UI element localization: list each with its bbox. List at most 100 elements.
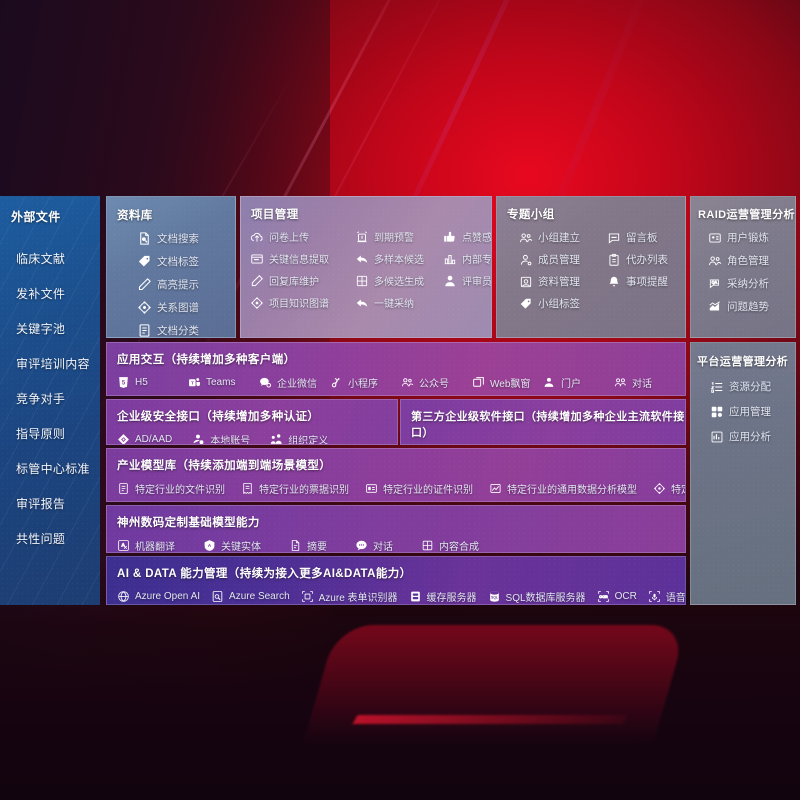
platform-item-resource-allocation[interactable]: 资源分配 [710,379,795,394]
aidata-item-cache-server[interactable]: 缓存服务器 [409,589,477,604]
industry-title: 产业模型库（持续添加端到端场景模型） [117,460,332,472]
basemodel-item-summary[interactable]: 摘要 [289,538,327,552]
graph-network-icon [653,482,666,495]
project-item-label: 多候选生成 [374,277,424,288]
group-item-member-management[interactable]: 成员管理 [519,252,607,267]
aidata-item-speech-understanding[interactable]: 语音理解 [648,589,685,604]
raid-item-label: 角色管理 [727,255,769,267]
group-item-event-reminder[interactable]: 事项提醒 [607,274,685,289]
sidebar-item-competitors[interactable]: 竞争对手 [16,392,66,406]
people-group-icon [519,231,533,245]
library-item-highlight-hint[interactable]: 高亮提示 [137,277,235,292]
bar-chart-icon [443,252,457,266]
interaction-item-h5[interactable]: 5 H5 [117,376,188,389]
raid-item-label: 用户锻炼 [727,232,769,244]
project-item-multi-sample-candidate[interactable]: 多样本候选 [355,251,443,266]
project-item-reply-library-maintain[interactable]: 回复库维护 [250,273,355,288]
basemodel-item-dialog[interactable]: 对话 [355,538,393,552]
raid-item-role-management[interactable]: 角色管理 [708,253,795,268]
project-item-internal-expert-rank[interactable]: 内部专家排名 [443,251,491,266]
sidebar-item-review-report[interactable]: 审评报告 [16,497,66,511]
translate-icon: A [117,539,130,552]
industry-item-id-recognition[interactable]: 特定行业的证件识别 [365,481,473,496]
aidata-item-label: Azure Open AI [135,591,201,602]
security-item-local-account[interactable]: 本地账号 [192,432,250,444]
project-item-multi-candidate-generate[interactable]: 多候选生成 [355,273,443,288]
industry-item-receipt-recognition[interactable]: 特定行业的票据识别 [241,481,349,496]
project-item-label: 问卷上传 [269,233,309,244]
svg-text:A: A [208,543,212,549]
sidebar-item-common-issues[interactable]: 共性问题 [16,532,66,546]
group-item-message-board[interactable]: 留言板 [607,230,685,245]
project-item-label: 项目知识图谱 [269,299,329,310]
industry-item-knowledge-graph-model[interactable]: 特定行业的通用知识图谱模型 [653,481,685,496]
security-item-ad-aad[interactable]: AD/AAD [117,433,172,444]
sidebar-item-keyword-pool[interactable]: 关键字池 [16,322,66,336]
library-item-relation-graph[interactable]: 关系图谱 [137,300,235,315]
sidebar-item-standards-center[interactable]: 标管中心标准 [16,462,90,476]
interaction-item-portal[interactable]: 门户 [543,375,614,390]
sidebar-external-files: 外部文件 临床文献 发补文件 关键字池 审评培训内容 竞争对手 指导原则 标管中… [0,196,100,605]
library-item-document-category[interactable]: 文档分类 [137,323,235,337]
basemodel-item-key-entity[interactable]: A 关键实体 [203,538,261,552]
raid-item-user-training[interactable]: 用户锻炼 [708,230,795,245]
sidebar-item-guidelines[interactable]: 指导原则 [16,427,66,441]
id-recognition-icon [365,482,378,495]
entity-shield-icon: A [203,539,216,552]
aidata-item-form-recognizer[interactable]: Azure 表单识别器 [301,589,398,604]
basemodel-item-content-synthesis[interactable]: 内容合成 [421,538,479,552]
interaction-item-teams[interactable]: T Teams [188,376,259,389]
raid-item-label: 问题趋势 [727,301,769,313]
project-item-due-alert[interactable]: 到期预警 [355,229,443,244]
basemodel-item-machine-translation[interactable]: A 机器翻译 [117,538,175,552]
group-item-material-management[interactable]: 资料管理 [519,274,607,289]
project-item-one-click-adopt[interactable]: 一键采纳 [355,295,443,310]
interaction-item-mini-program[interactable]: 小程序 [330,375,401,390]
raid-title: RAID运营管理分析 [698,209,795,221]
project-item-key-info-extract[interactable]: 关键信息提取 [250,251,355,266]
chat-bubble-icon [355,539,368,552]
aidata-item-ocr[interactable]: OCR OCR [597,590,637,603]
background-glow-bar [352,715,628,724]
raid-item-label: 采纳分析 [727,278,769,290]
security-item-organization-definition[interactable]: 组织定义 [270,432,328,444]
project-grid: 问卷上传 到期预警 点赞感谢 关键信息提取 多样本候选 内部专家排名 [250,229,491,310]
sidebar-item-supplement-docs[interactable]: 发补文件 [16,287,66,301]
project-item-label: 到期预警 [374,233,414,244]
panel-industry-model-library: 产业模型库（持续添加端到端场景模型） 特定行业的文件识别 特定行业的票据识别 特… [106,448,686,502]
project-item-questionnaire-upload[interactable]: 问卷上传 [250,229,355,244]
interaction-item-wechat-work[interactable]: 企业微信 [259,375,330,390]
interaction-item-dialog[interactable]: 对话 [614,375,685,390]
platform-item-app-analysis[interactable]: 应用分析 [710,429,795,444]
speech-icon [648,590,661,603]
raid-item-adoption-analysis[interactable]: QA 采纳分析 [708,276,795,291]
library-item-document-search[interactable]: 文档搜索 [137,231,235,246]
project-item-project-knowledge-graph[interactable]: 项目知识图谱 [250,295,355,310]
industry-item-data-analysis-model[interactable]: 特定行业的通用数据分析模型 [489,481,637,496]
panel-thirdparty-interface: 第三方企业级软件接口（持续增加多种企业主流软件接口） API自动化设计器 [400,399,686,445]
platform-item-app-management[interactable]: 应用管理 [710,404,795,419]
project-item-reviewer-portrait[interactable]: 评审员画像 [443,273,491,288]
group-item-label: 小组建立 [538,232,580,244]
sidebar-item-clinical-literature[interactable]: 临床文献 [16,252,66,266]
aidata-item-azure-search[interactable]: Azure Search [211,590,290,603]
aidata-item-label: SQL数据库服务器 [505,593,586,604]
sidebar-item-review-training[interactable]: 审评培训内容 [16,357,90,371]
group-item-group-tag[interactable]: 小组标签 [519,296,607,311]
library-item-document-tag[interactable]: 文档标签 [137,254,235,269]
raid-item-issue-trend[interactable]: 问题趋势 [708,299,795,314]
library-item-label: 高亮提示 [157,279,199,291]
interaction-item-web-popup[interactable]: Web飘窗 [472,375,543,390]
project-item-like-thanks[interactable]: 点赞感谢 [443,229,491,244]
reply-arrow-icon [355,296,369,310]
aidata-item-sql-database[interactable]: SQL SQL数据库服务器 [488,589,586,604]
project-item-label: 回复库维护 [269,277,319,288]
svg-text:QA: QA [712,280,718,284]
group-item-todo-list[interactable]: 代办列表 [607,252,685,267]
trend-chart-icon [708,300,722,314]
aidata-item-azure-openai[interactable]: Azure Open AI [117,590,200,603]
interaction-item-official-account[interactable]: 公众号 [401,375,472,390]
industry-item-file-recognition[interactable]: 特定行业的文件识别 [117,481,225,496]
panel-project-management: 项目管理 问卷上传 到期预警 点赞感谢 关键信息提取 多样本候选 [240,196,492,338]
group-item-create-group[interactable]: 小组建立 [519,230,607,245]
